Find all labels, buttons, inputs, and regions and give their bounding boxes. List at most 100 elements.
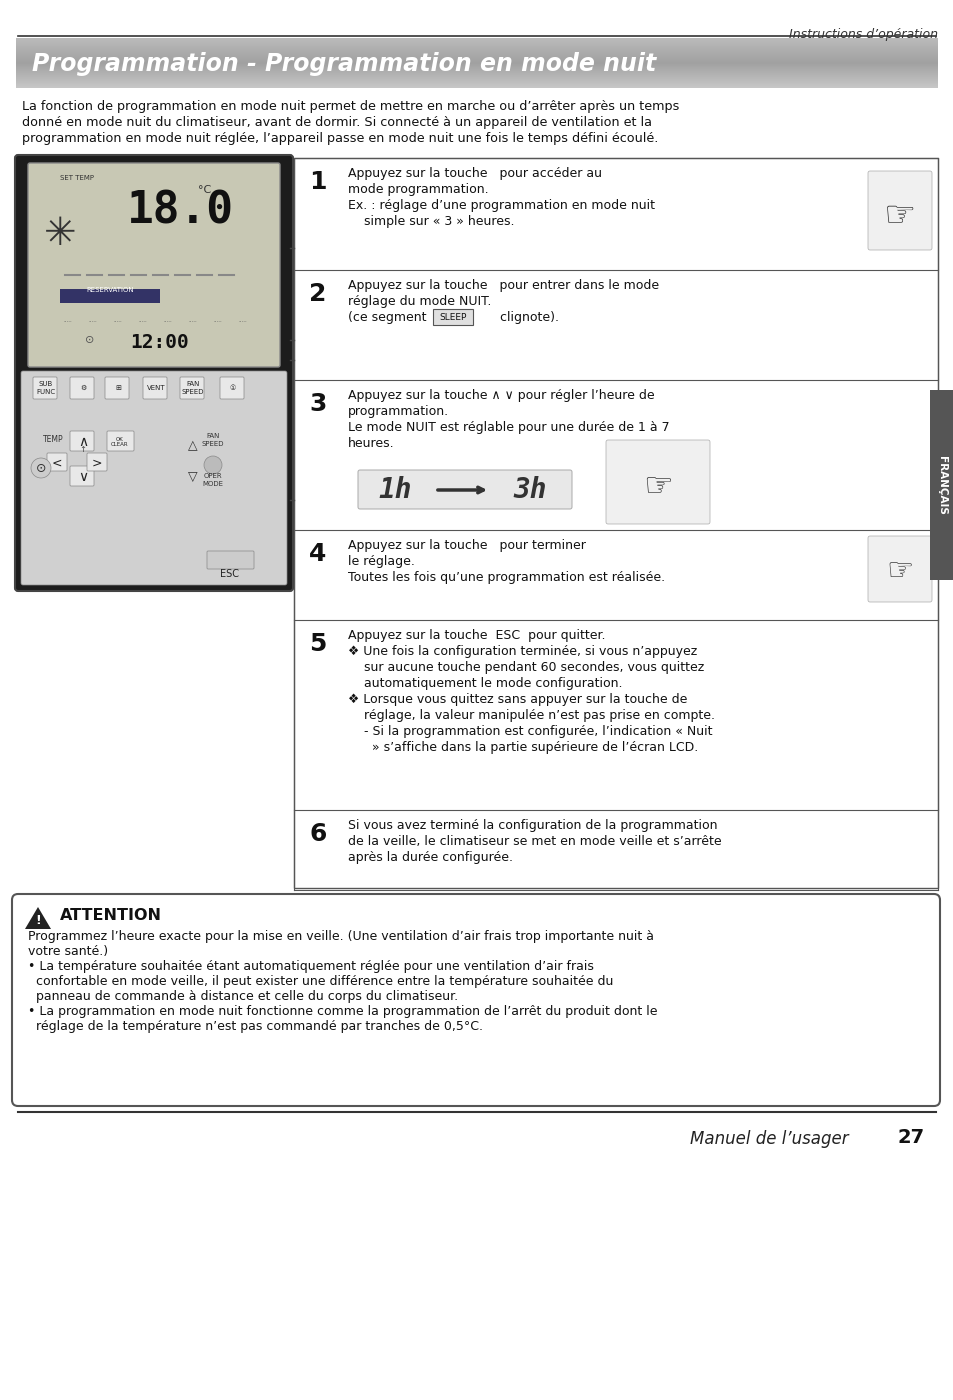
Text: .....: ..... (213, 318, 222, 322)
FancyBboxPatch shape (433, 309, 473, 325)
Text: .....: ..... (138, 318, 147, 322)
Text: 3: 3 (309, 392, 326, 416)
Text: Ex. : réglage d’une programmation en mode nuit: Ex. : réglage d’une programmation en mod… (348, 199, 655, 211)
Text: RESERVATION: RESERVATION (86, 287, 133, 293)
Text: » s’affiche dans la partie supérieure de l’écran LCD.: » s’affiche dans la partie supérieure de… (348, 741, 698, 755)
Text: 5: 5 (309, 631, 326, 657)
Text: .....: ..... (238, 318, 247, 322)
FancyBboxPatch shape (28, 162, 280, 367)
Text: !: ! (35, 914, 41, 927)
Text: automatiquement le mode configuration.: automatiquement le mode configuration. (348, 678, 622, 690)
Text: OK
CLEAR: OK CLEAR (112, 437, 129, 448)
Text: ⊙: ⊙ (85, 335, 94, 344)
FancyBboxPatch shape (70, 431, 94, 451)
Text: 1h: 1h (377, 476, 412, 504)
Text: 2: 2 (309, 281, 326, 307)
FancyBboxPatch shape (107, 431, 133, 451)
Text: 1: 1 (309, 169, 327, 195)
Text: de la veille, le climatiseur se met en mode veille et s’arrête: de la veille, le climatiseur se met en m… (348, 834, 720, 848)
Text: .....: ..... (89, 318, 97, 322)
Text: Appuyez sur la touche   pour terminer: Appuyez sur la touche pour terminer (348, 539, 585, 552)
FancyBboxPatch shape (357, 470, 572, 510)
Text: clignote).: clignote). (496, 311, 558, 323)
Text: VENT: VENT (147, 385, 165, 391)
Text: panneau de commande à distance et celle du corps du climatiseur.: panneau de commande à distance et celle … (28, 990, 457, 1002)
Text: mode programmation.: mode programmation. (348, 183, 488, 196)
Text: °C: °C (198, 185, 212, 195)
Text: ↑: ↑ (79, 445, 87, 454)
FancyBboxPatch shape (180, 377, 204, 399)
Text: simple sur « 3 » heures.: simple sur « 3 » heures. (348, 216, 514, 228)
Text: <: < (51, 456, 62, 469)
FancyBboxPatch shape (70, 377, 94, 399)
Text: ☞: ☞ (882, 197, 915, 232)
FancyBboxPatch shape (867, 536, 931, 602)
Text: Instructions d’opération: Instructions d’opération (788, 28, 937, 41)
Text: La fonction de programmation en mode nuit permet de mettre en marche ou d’arrête: La fonction de programmation en mode nui… (22, 99, 679, 113)
Text: 3h: 3h (513, 476, 546, 504)
Polygon shape (25, 907, 51, 930)
Text: - Si la programmation est configurée, l’indication « Nuit: - Si la programmation est configurée, l’… (348, 725, 712, 738)
Bar (929, 391, 953, 580)
Text: ∨: ∨ (78, 470, 88, 484)
Text: programmation.: programmation. (348, 405, 449, 419)
Text: sur aucune touche pendant 60 secondes, vous quittez: sur aucune touche pendant 60 secondes, v… (348, 661, 703, 673)
Text: FAN
SPEED: FAN SPEED (201, 434, 224, 447)
FancyBboxPatch shape (105, 377, 129, 399)
Text: >: > (91, 456, 102, 469)
Circle shape (30, 458, 51, 477)
Text: ⊞: ⊞ (115, 385, 121, 391)
Text: 4: 4 (309, 542, 326, 566)
Text: après la durée configurée.: après la durée configurée. (348, 851, 513, 864)
Text: SUB
FUNC: SUB FUNC (36, 381, 55, 395)
Text: réglage de la température n’est pas commandé par tranches de 0,5°C.: réglage de la température n’est pas comm… (28, 1021, 482, 1033)
Text: 18.0: 18.0 (127, 190, 233, 232)
Text: △: △ (188, 440, 197, 452)
Text: votre santé.): votre santé.) (28, 945, 108, 958)
Circle shape (204, 456, 222, 475)
Text: FAN
SPEED: FAN SPEED (182, 381, 204, 395)
Text: ▽: ▽ (188, 470, 197, 483)
Text: SLEEP: SLEEP (438, 314, 466, 322)
Text: réglage, la valeur manipulée n’est pas prise en compte.: réglage, la valeur manipulée n’est pas p… (348, 708, 714, 722)
Bar (60, 288, 160, 302)
Text: OPER
MODE: OPER MODE (202, 473, 223, 487)
FancyBboxPatch shape (294, 158, 937, 888)
Text: Programmation - Programmation en mode nuit: Programmation - Programmation en mode nu… (32, 52, 656, 76)
Text: Toutes les fois qu’une programmation est réalisée.: Toutes les fois qu’une programmation est… (348, 571, 664, 584)
Text: ∧: ∧ (78, 435, 88, 449)
Text: • La température souhaitée étant automatiquement réglée pour une ventilation d’a: • La température souhaitée étant automat… (28, 960, 594, 973)
Text: • La programmation en mode nuit fonctionne comme la programmation de l’arrêt du : • La programmation en mode nuit fonction… (28, 1005, 657, 1018)
Text: Programmez l’heure exacte pour la mise en veille. (Une ventilation d’air frais t: Programmez l’heure exacte pour la mise e… (28, 930, 654, 944)
Text: confortable en mode veille, il peut exister une différence entre la température : confortable en mode veille, il peut exis… (28, 974, 613, 988)
Text: 6: 6 (309, 822, 326, 846)
FancyBboxPatch shape (220, 377, 244, 399)
Text: heures.: heures. (348, 437, 395, 449)
FancyBboxPatch shape (867, 171, 931, 251)
FancyBboxPatch shape (70, 466, 94, 486)
Text: ESC: ESC (220, 568, 239, 580)
FancyBboxPatch shape (21, 371, 287, 585)
Text: .....: ..... (164, 318, 172, 322)
Text: Appuyez sur la touche ∧ ∨ pour régler l’heure de: Appuyez sur la touche ∧ ∨ pour régler l’… (348, 389, 654, 402)
Text: réglage du mode NUIT.: réglage du mode NUIT. (348, 295, 491, 308)
FancyBboxPatch shape (87, 454, 107, 470)
Text: ⊙: ⊙ (35, 462, 46, 475)
Text: SET TEMP: SET TEMP (60, 175, 94, 181)
Text: programmation en mode nuit réglée, l’appareil passe en mode nuit une fois le tem: programmation en mode nuit réglée, l’app… (22, 132, 658, 146)
Text: ATTENTION: ATTENTION (60, 909, 162, 923)
Text: Appuyez sur la touche   pour accéder au: Appuyez sur la touche pour accéder au (348, 167, 601, 181)
Text: ⚙: ⚙ (80, 385, 86, 391)
FancyBboxPatch shape (33, 377, 57, 399)
Text: ☞: ☞ (642, 470, 672, 504)
FancyBboxPatch shape (143, 377, 167, 399)
Text: Appuyez sur la touche  ESC  pour quitter.: Appuyez sur la touche ESC pour quitter. (348, 629, 605, 643)
Text: Le mode NUIT est réglable pour une durée de 1 à 7: Le mode NUIT est réglable pour une durée… (348, 421, 669, 434)
Text: .....: ..... (113, 318, 122, 322)
Text: le réglage.: le réglage. (348, 554, 415, 568)
Text: 27: 27 (897, 1128, 924, 1147)
Text: ❖ Une fois la configuration terminée, si vous n’appuyez: ❖ Une fois la configuration terminée, si… (348, 645, 697, 658)
FancyBboxPatch shape (47, 454, 67, 470)
FancyBboxPatch shape (207, 552, 253, 568)
Text: Manuel de l’usager: Manuel de l’usager (689, 1130, 848, 1148)
